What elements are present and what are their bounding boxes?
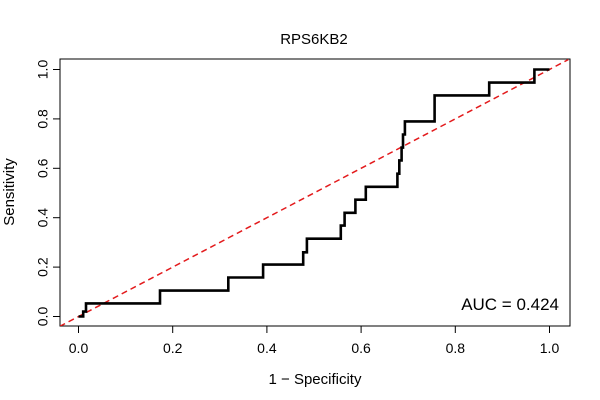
plot-frame bbox=[59, 58, 571, 327]
y-axis-label: Sensitivity bbox=[1, 158, 18, 226]
x-tick-label: 0.2 bbox=[163, 340, 183, 356]
x-tick-label: 0.6 bbox=[351, 340, 371, 356]
x-tick-label: 0.4 bbox=[257, 340, 277, 356]
y-axis: 0.0 0.2 0.4 0.6 0.8 1.0 bbox=[35, 60, 61, 327]
y-tick-label: 1.0 bbox=[35, 60, 51, 80]
chart-title: RPS6KB2 bbox=[280, 31, 348, 48]
x-axis-label: 1 − Specificity bbox=[269, 371, 362, 388]
y-tick-label: 0.2 bbox=[35, 257, 51, 277]
plot-lines bbox=[60, 59, 569, 326]
x-axis: 0.0 0.2 0.4 0.6 0.8 1.0 bbox=[69, 325, 560, 356]
roc-curve-line bbox=[78, 68, 550, 318]
reference-diagonal-line bbox=[60, 59, 569, 326]
x-tick-label: 0.8 bbox=[446, 340, 466, 356]
y-tick-label: 0.4 bbox=[35, 208, 51, 228]
y-tick-label: 0.8 bbox=[35, 109, 51, 129]
auc-annotation: AUC = 0.424 bbox=[461, 295, 559, 314]
x-tick-label: 1.0 bbox=[540, 340, 560, 356]
y-tick-label: 0.0 bbox=[35, 307, 51, 327]
x-tick-label: 0.0 bbox=[69, 340, 89, 356]
y-tick-label: 0.6 bbox=[35, 158, 51, 178]
